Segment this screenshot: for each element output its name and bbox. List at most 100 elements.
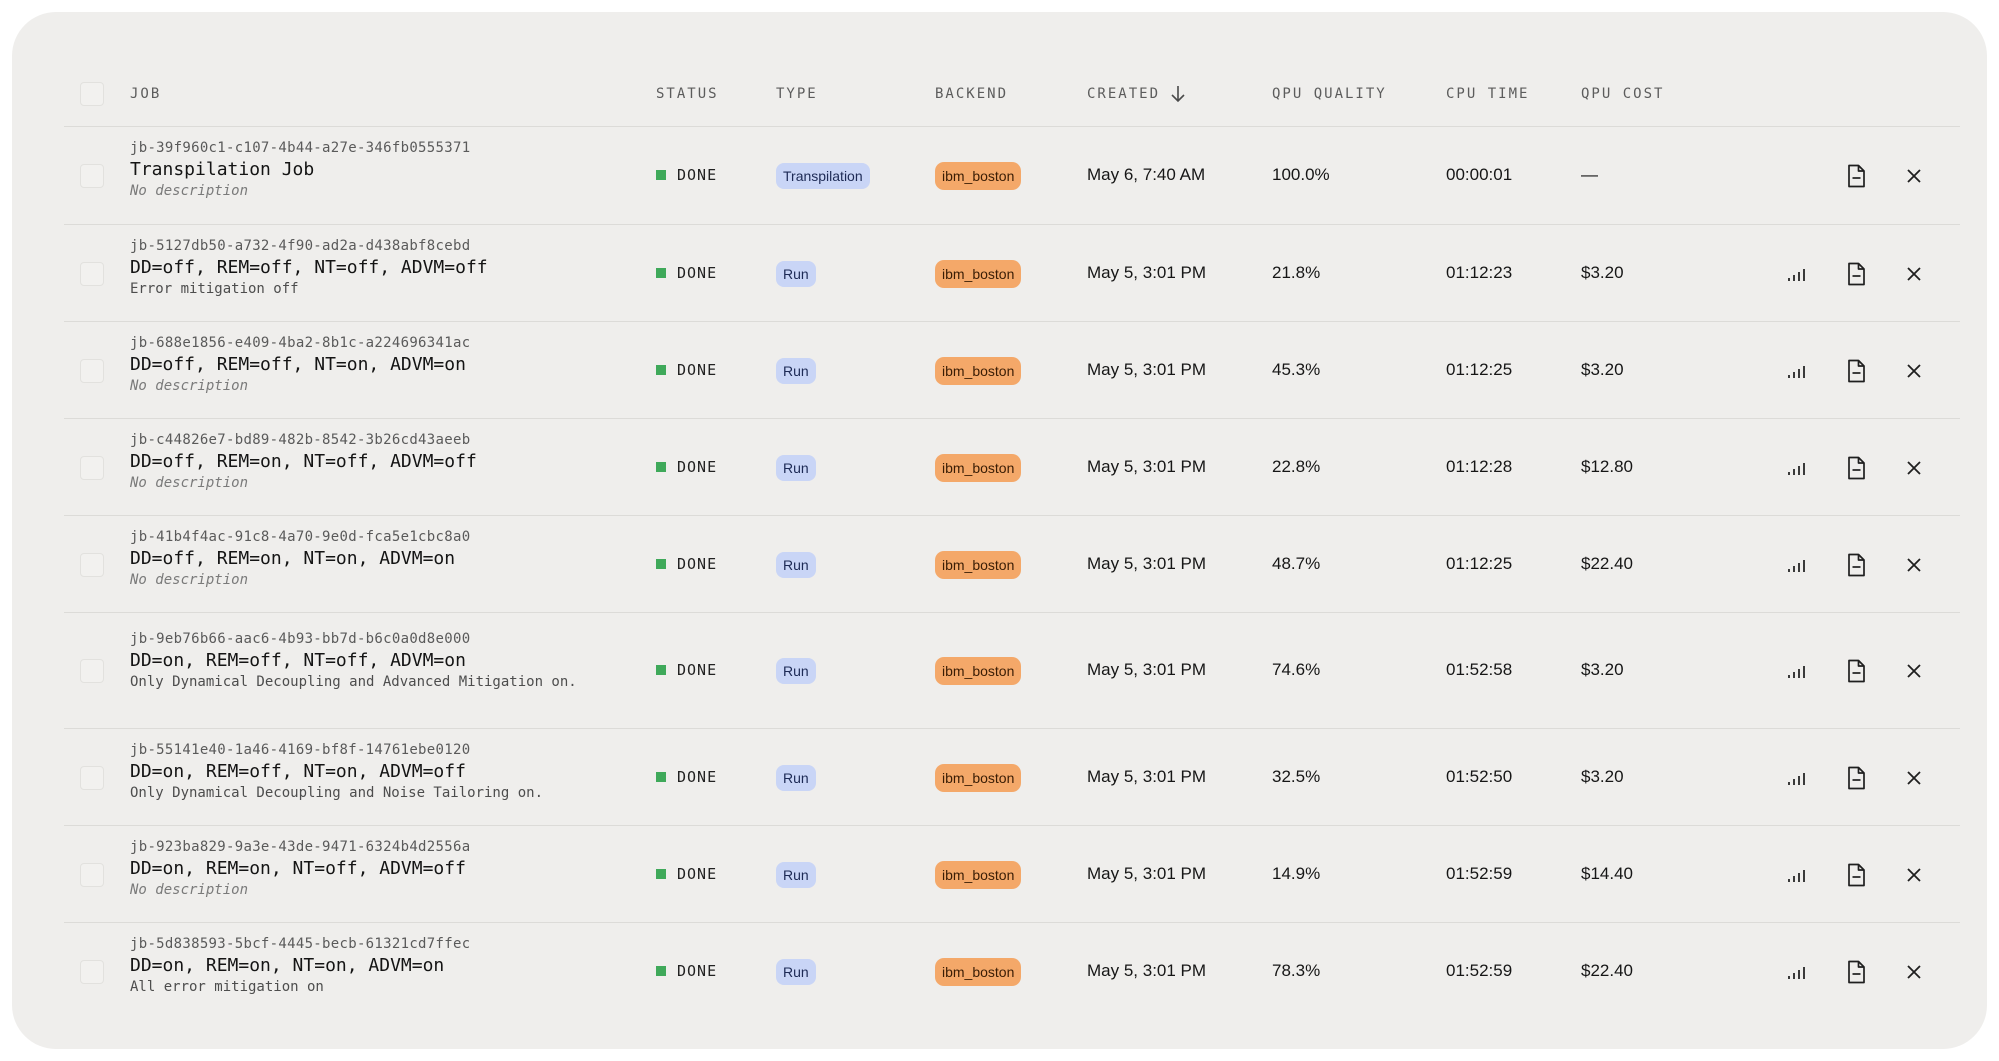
close-icon[interactable] bbox=[1900, 657, 1928, 685]
backend-badge[interactable]: ibm_boston bbox=[935, 657, 1022, 685]
backend-badge[interactable]: ibm_boston bbox=[935, 357, 1022, 385]
backend-badge[interactable]: ibm_boston bbox=[935, 260, 1022, 288]
document-icon[interactable] bbox=[1842, 551, 1870, 579]
status-badge: DONE bbox=[656, 361, 717, 379]
document-icon[interactable] bbox=[1842, 958, 1870, 986]
close-icon[interactable] bbox=[1900, 357, 1928, 385]
column-header-created[interactable]: CREATED bbox=[1087, 62, 1186, 126]
status-badge: DONE bbox=[656, 661, 717, 679]
column-header-type[interactable]: TYPE bbox=[776, 86, 818, 102]
job-cell[interactable]: jb-39f960c1-c107-4b44-a27e-346fb0555371 T… bbox=[130, 139, 600, 201]
signal-bars-icon[interactable] bbox=[1782, 260, 1810, 288]
table-header: JOB STATUS TYPE BACKEND CREATED QPU QUAL… bbox=[64, 62, 1960, 126]
row-checkbox[interactable] bbox=[80, 359, 104, 383]
status-indicator bbox=[656, 869, 666, 879]
table-row[interactable]: jb-9eb76b66-aac6-4b93-bb7d-b6c0a0d8e000 D… bbox=[64, 612, 1960, 728]
row-checkbox[interactable] bbox=[80, 863, 104, 887]
status-badge: DONE bbox=[656, 962, 717, 980]
job-title[interactable]: DD=off, REM=off, NT=off, ADVM=off bbox=[130, 257, 488, 278]
arrow-down-icon[interactable] bbox=[1170, 85, 1186, 103]
backend-badge[interactable]: ibm_boston bbox=[935, 764, 1022, 792]
backend-badge[interactable]: ibm_boston bbox=[935, 162, 1022, 190]
job-description: No description bbox=[130, 475, 249, 491]
signal-bars-icon[interactable] bbox=[1782, 764, 1810, 792]
close-icon[interactable] bbox=[1900, 958, 1928, 986]
document-icon[interactable] bbox=[1842, 861, 1870, 889]
column-header-qpu-quality[interactable]: QPU QUALITY bbox=[1272, 86, 1387, 102]
signal-bars-icon[interactable] bbox=[1782, 657, 1810, 685]
job-id: jb-c44826e7-bd89-482b-8542-3b26cd43aeeb bbox=[130, 432, 471, 448]
column-header-qpu-cost[interactable]: QPU COST bbox=[1581, 86, 1665, 102]
job-id: jb-5127db50-a732-4f90-ad2a-d438abf8cebd bbox=[130, 238, 471, 254]
job-description: Only Dynamical Decoupling and Noise Tail… bbox=[130, 785, 544, 801]
job-cell[interactable]: jb-41b4f4ac-91c8-4a70-9e0d-fca5e1cbc8a0 D… bbox=[130, 528, 600, 590]
table-row[interactable]: jb-c44826e7-bd89-482b-8542-3b26cd43aeeb D… bbox=[64, 418, 1960, 515]
close-icon[interactable] bbox=[1900, 454, 1928, 482]
signal-bars-icon[interactable] bbox=[1782, 861, 1810, 889]
job-cell[interactable]: jb-c44826e7-bd89-482b-8542-3b26cd43aeeb D… bbox=[130, 431, 600, 493]
job-title[interactable]: DD=off, REM=on, NT=on, ADVM=on bbox=[130, 548, 456, 569]
document-icon[interactable] bbox=[1842, 657, 1870, 685]
job-title[interactable]: Transpilation Job bbox=[130, 159, 315, 180]
table-row[interactable]: jb-39f960c1-c107-4b44-a27e-346fb0555371 T… bbox=[64, 126, 1960, 224]
column-header-job[interactable]: JOB bbox=[130, 86, 162, 102]
backend-badge[interactable]: ibm_boston bbox=[935, 454, 1022, 482]
row-checkbox[interactable] bbox=[80, 960, 104, 984]
status-indicator bbox=[656, 772, 666, 782]
table-row[interactable]: jb-5d838593-5bcf-4445-becb-61321cd7ffec D… bbox=[64, 922, 1960, 1019]
job-cell[interactable]: jb-5d838593-5bcf-4445-becb-61321cd7ffec D… bbox=[130, 935, 600, 997]
job-description: No description bbox=[130, 378, 249, 394]
column-header-backend[interactable]: BACKEND bbox=[935, 86, 1009, 102]
signal-bars-icon[interactable] bbox=[1782, 551, 1810, 579]
cpu-time-value: 01:12:25 bbox=[1446, 554, 1513, 573]
signal-bars-icon[interactable] bbox=[1782, 958, 1810, 986]
backend-badge[interactable]: ibm_boston bbox=[935, 861, 1022, 889]
job-cell[interactable]: jb-9eb76b66-aac6-4b93-bb7d-b6c0a0d8e000 D… bbox=[130, 630, 600, 692]
close-icon[interactable] bbox=[1900, 260, 1928, 288]
job-title[interactable]: DD=on, REM=on, NT=on, ADVM=on bbox=[130, 955, 445, 976]
table-row[interactable]: jb-55141e40-1a46-4169-bf8f-14761ebe0120 D… bbox=[64, 728, 1960, 825]
row-checkbox[interactable] bbox=[80, 553, 104, 577]
job-title[interactable]: DD=on, REM=off, NT=on, ADVM=off bbox=[130, 761, 466, 782]
job-title[interactable]: DD=on, REM=on, NT=off, ADVM=off bbox=[130, 858, 466, 879]
close-icon[interactable] bbox=[1900, 551, 1928, 579]
document-icon[interactable] bbox=[1842, 162, 1870, 190]
table-row[interactable]: jb-41b4f4ac-91c8-4a70-9e0d-fca5e1cbc8a0 D… bbox=[64, 515, 1960, 612]
close-icon[interactable] bbox=[1900, 861, 1928, 889]
close-icon[interactable] bbox=[1900, 764, 1928, 792]
job-id: jb-5d838593-5bcf-4445-becb-61321cd7ffec bbox=[130, 936, 471, 952]
job-cell[interactable]: jb-5127db50-a732-4f90-ad2a-d438abf8cebd D… bbox=[130, 237, 600, 299]
job-cell[interactable]: jb-923ba829-9a3e-43de-9471-6324b4d2556a D… bbox=[130, 838, 600, 900]
row-checkbox[interactable] bbox=[80, 766, 104, 790]
row-checkbox[interactable] bbox=[80, 456, 104, 480]
row-checkbox[interactable] bbox=[80, 164, 104, 188]
select-all-checkbox[interactable] bbox=[80, 82, 104, 106]
table-row[interactable]: jb-688e1856-e409-4ba2-8b1c-a224696341ac D… bbox=[64, 321, 1960, 418]
job-title[interactable]: DD=off, REM=on, NT=off, ADVM=off bbox=[130, 451, 477, 472]
status-indicator bbox=[656, 559, 666, 569]
row-checkbox[interactable] bbox=[80, 262, 104, 286]
signal-bars-icon[interactable] bbox=[1782, 454, 1810, 482]
close-icon[interactable] bbox=[1900, 162, 1928, 190]
column-header-cpu-time[interactable]: CPU TIME bbox=[1446, 86, 1530, 102]
backend-badge[interactable]: ibm_boston bbox=[935, 958, 1022, 986]
job-title[interactable]: DD=on, REM=off, NT=off, ADVM=on bbox=[130, 650, 466, 671]
type-badge: Run bbox=[776, 658, 816, 684]
job-title[interactable]: DD=off, REM=off, NT=on, ADVM=on bbox=[130, 354, 466, 375]
qpu-quality-value: 32.5% bbox=[1272, 767, 1321, 786]
table-row[interactable]: jb-5127db50-a732-4f90-ad2a-d438abf8cebd D… bbox=[64, 224, 1960, 321]
cpu-time-value: 01:12:28 bbox=[1446, 457, 1513, 476]
backend-badge[interactable]: ibm_boston bbox=[935, 551, 1022, 579]
qpu-cost-value: — bbox=[1581, 165, 1598, 184]
document-icon[interactable] bbox=[1842, 357, 1870, 385]
document-icon[interactable] bbox=[1842, 454, 1870, 482]
table-row[interactable]: jb-923ba829-9a3e-43de-9471-6324b4d2556a D… bbox=[64, 825, 1960, 922]
job-description: All error mitigation on bbox=[130, 979, 324, 995]
row-checkbox[interactable] bbox=[80, 659, 104, 683]
signal-bars-icon[interactable] bbox=[1782, 357, 1810, 385]
job-cell[interactable]: jb-688e1856-e409-4ba2-8b1c-a224696341ac D… bbox=[130, 334, 600, 396]
column-header-status[interactable]: STATUS bbox=[656, 86, 719, 102]
document-icon[interactable] bbox=[1842, 764, 1870, 792]
document-icon[interactable] bbox=[1842, 260, 1870, 288]
job-cell[interactable]: jb-55141e40-1a46-4169-bf8f-14761ebe0120 D… bbox=[130, 741, 600, 803]
